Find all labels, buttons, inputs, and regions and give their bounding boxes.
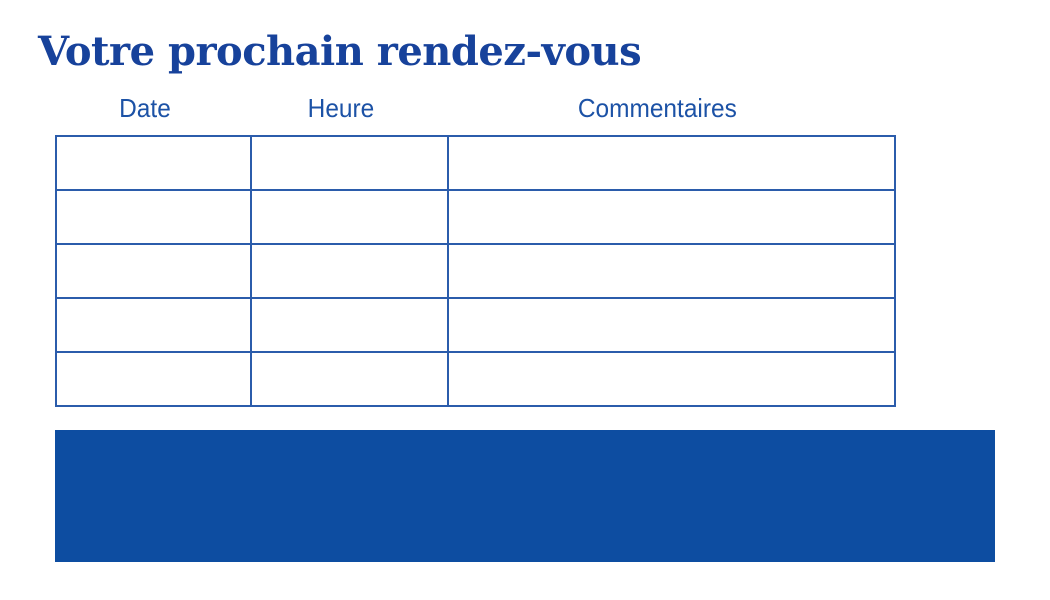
footer-bar [55, 430, 995, 562]
cell-heure[interactable] [250, 243, 449, 299]
table-row [55, 351, 896, 407]
appointments-table [55, 135, 896, 407]
cell-date[interactable] [55, 243, 252, 299]
cell-heure[interactable] [250, 135, 449, 191]
cell-commentaires[interactable] [447, 243, 896, 299]
table-row [55, 297, 896, 353]
column-header-date: Date [119, 93, 171, 123]
table-header-row: Date Heure Commentaires [55, 92, 894, 124]
column-header-heure: Heure [307, 93, 375, 123]
table-row [55, 189, 896, 245]
cell-date[interactable] [55, 135, 252, 191]
cell-heure[interactable] [250, 189, 449, 245]
cell-commentaires[interactable] [447, 297, 896, 353]
cell-commentaires[interactable] [447, 351, 896, 407]
column-header-commentaires: Commentaires [577, 93, 737, 123]
table-row [55, 243, 896, 299]
cell-commentaires[interactable] [447, 189, 896, 245]
cell-heure[interactable] [250, 351, 449, 407]
cell-date[interactable] [55, 297, 252, 353]
table-row [55, 135, 896, 191]
page-title: Votre prochain rendez-vous [38, 28, 642, 75]
cell-date[interactable] [55, 351, 252, 407]
cell-date[interactable] [55, 189, 252, 245]
cell-heure[interactable] [250, 297, 449, 353]
cell-commentaires[interactable] [447, 135, 896, 191]
